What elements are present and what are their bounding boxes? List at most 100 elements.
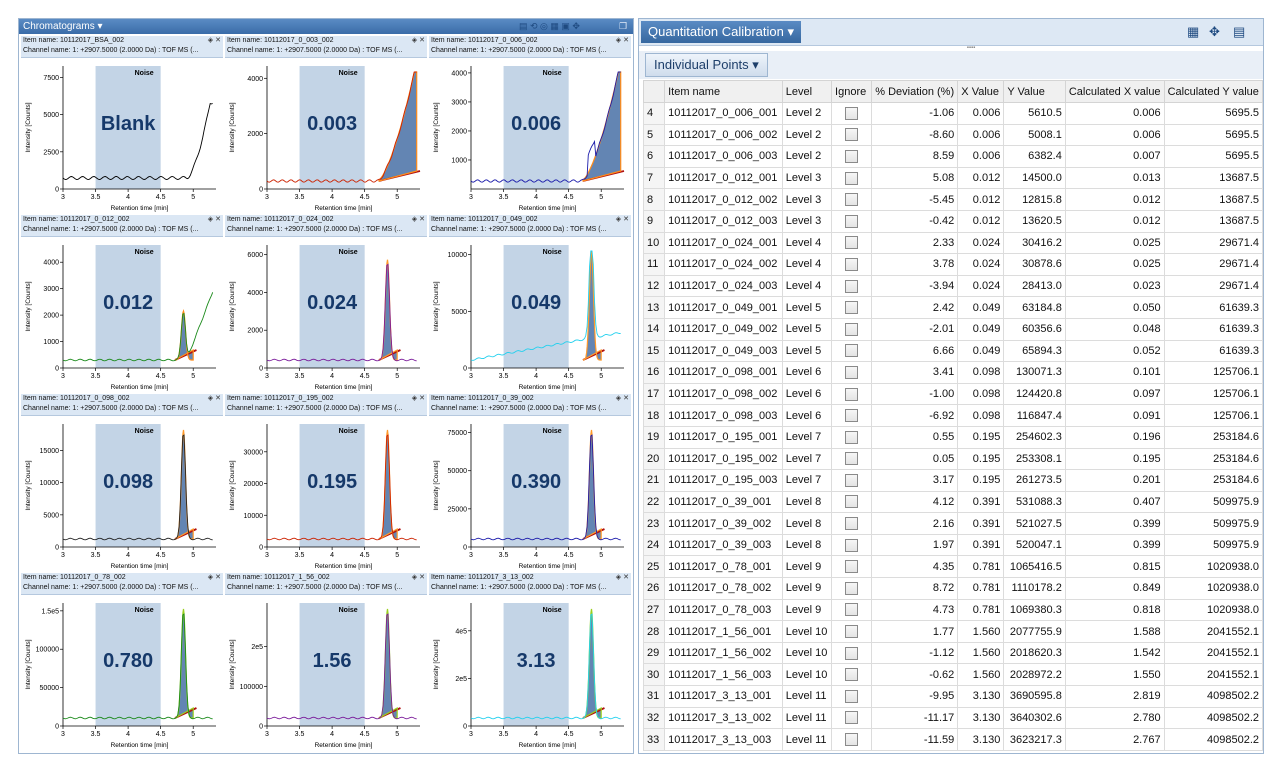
chromatogram-panel[interactable]: Item name: 10112017_1_56_002 Channel name…: [225, 573, 427, 753]
ignore-checkbox[interactable]: [845, 733, 859, 747]
table-row[interactable]: 5 10112017_0_006_002 Level 2 -8.60 0.006 5008…: [642, 123, 1263, 147]
panel-pin-close-icon[interactable]: ◈ ✕: [411, 37, 425, 44]
ignore-checkbox[interactable]: [845, 646, 859, 660]
table-row[interactable]: 31 10112017_3_13_001 Level 11 -9.95 3.130 369…: [642, 685, 1263, 708]
export-icon[interactable]: ▤: [1233, 24, 1246, 39]
table-row[interactable]: 19 10112017_0_195_001 Level 7 0.55 0.195 2546…: [642, 425, 1263, 449]
table-row[interactable]: 32 10112017_3_13_002 Level 11 -11.17 3.130 36…: [642, 706, 1263, 730]
ignore-checkbox[interactable]: [845, 344, 859, 358]
panel-pin-close-icon[interactable]: ◈ ✕: [207, 216, 221, 223]
panel-pin-close-icon[interactable]: ◈ ✕: [207, 395, 221, 402]
toolbar-icons[interactable]: ▤ ⟲ ◎ ▦ ▣ ✥: [519, 21, 580, 31]
quantitation-calibration-menu[interactable]: Quantitation Calibration ▾: [641, 21, 801, 43]
table-row[interactable]: 8 10112017_0_012_002 Level 3 -5.45 0.012 1281…: [642, 188, 1263, 211]
ignore-checkbox[interactable]: [845, 365, 859, 379]
chromatogram-panel[interactable]: Item name: 10112017_0_006_002 Channel nam…: [429, 36, 631, 216]
chromatogram-panel[interactable]: Item name: 10112017_0_195_002 Channel nam…: [225, 394, 427, 574]
table-row[interactable]: 12 10112017_0_024_003 Level 4 -3.94 0.024 284…: [642, 274, 1263, 298]
chromatogram-panel[interactable]: Item name: 10112017_0_098_002 Channel nam…: [21, 394, 223, 574]
chromatogram-panel[interactable]: Item name: 10112017_0_003_002 Channel nam…: [225, 36, 427, 216]
table-row[interactable]: 4 10112017_0_006_001 Level 2 -1.06 0.006 5610…: [642, 102, 1263, 125]
table-row[interactable]: 23 10112017_0_39_002 Level 8 2.16 0.391 52102…: [642, 512, 1263, 535]
table-row[interactable]: 10 10112017_0_024_001 Level 4 2.33 0.024 3041…: [642, 231, 1263, 255]
table-row[interactable]: 13 10112017_0_049_001 Level 5 2.42 0.049 6318…: [642, 296, 1263, 319]
ignore-checkbox[interactable]: [845, 668, 859, 682]
restore-icon[interactable]: ❐: [619, 21, 628, 31]
column-header[interactable]: Calculated X value: [1064, 80, 1165, 103]
table-row[interactable]: 33 10112017_3_13_003 Level 11 -11.59 3.130 36…: [642, 728, 1263, 751]
table-row[interactable]: 21 10112017_0_195_003 Level 7 3.17 0.195 2612…: [642, 469, 1263, 492]
ignore-checkbox[interactable]: [845, 257, 859, 271]
panel-pin-close-icon[interactable]: ◈ ✕: [411, 216, 425, 223]
ignore-checkbox[interactable]: [845, 149, 859, 163]
ignore-checkbox[interactable]: [845, 409, 859, 423]
column-header[interactable]: Item name: [664, 80, 783, 103]
panel-pin-close-icon[interactable]: ◈ ✕: [207, 574, 221, 581]
ignore-checkbox[interactable]: [845, 581, 859, 595]
panel-pin-close-icon[interactable]: ◈ ✕: [411, 395, 425, 402]
ignore-checkbox[interactable]: [845, 689, 859, 703]
ignore-checkbox[interactable]: [845, 301, 859, 315]
chromatogram-panel[interactable]: Item name: 10112017_0_049_002 Channel nam…: [429, 215, 631, 395]
ignore-checkbox[interactable]: [845, 452, 859, 466]
ignore-checkbox[interactable]: [845, 495, 859, 509]
column-header[interactable]: Calculated Y value: [1163, 80, 1263, 103]
ignore-checkbox[interactable]: [845, 430, 859, 444]
column-header[interactable]: Ignore: [831, 80, 873, 103]
table-row[interactable]: 6 10112017_0_006_003 Level 2 8.59 0.006 6382.…: [642, 145, 1263, 168]
panel-pin-close-icon[interactable]: ◈ ✕: [615, 37, 629, 44]
ignore-checkbox[interactable]: [845, 711, 859, 725]
ignore-checkbox[interactable]: [845, 236, 859, 250]
chromatograms-menu-button[interactable]: Chromatograms ▾: [23, 21, 103, 32]
table-row[interactable]: 27 10112017_0_78_003 Level 9 4.73 0.781 10693…: [642, 598, 1263, 622]
table-row[interactable]: 15 10112017_0_049_003 Level 5 6.66 0.049 6589…: [642, 339, 1263, 363]
grid-view-icon[interactable]: ▦: [1187, 24, 1200, 39]
table-row[interactable]: 17 10112017_0_098_002 Level 6 -1.00 0.098 124…: [642, 382, 1263, 406]
table-row[interactable]: 25 10112017_0_78_001 Level 9 4.35 0.781 10654…: [642, 555, 1263, 579]
ignore-checkbox[interactable]: [845, 106, 859, 120]
column-header[interactable]: Level: [781, 80, 833, 103]
move-icon[interactable]: ✥: [1209, 24, 1220, 39]
column-header[interactable]: X Value: [957, 80, 1005, 103]
ignore-checkbox[interactable]: [845, 214, 859, 228]
column-header[interactable]: % Deviation (%): [871, 80, 959, 103]
table-row[interactable]: 18 10112017_0_098_003 Level 6 -6.92 0.098 116…: [642, 404, 1263, 427]
table-row[interactable]: 9 10112017_0_012_003 Level 3 -0.42 0.012 1362…: [642, 209, 1263, 233]
ignore-checkbox[interactable]: [845, 603, 859, 617]
table-row[interactable]: 14 10112017_0_049_002 Level 5 -2.01 0.049 603…: [642, 317, 1263, 341]
chromatogram-panel[interactable]: Item name: 10112017_0_39_002 Channel name…: [429, 394, 631, 574]
ignore-checkbox[interactable]: [845, 279, 859, 293]
chromatogram-panel[interactable]: Item name: 10112017_0_012_002 Channel nam…: [21, 215, 223, 395]
ignore-checkbox[interactable]: [845, 473, 859, 487]
splitter-grip-icon[interactable]: ▪▪▪▪: [966, 45, 976, 51]
ignore-checkbox[interactable]: [845, 625, 859, 639]
table-row[interactable]: 16 10112017_0_098_001 Level 6 3.41 0.098 1300…: [642, 361, 1263, 384]
chromatogram-panel[interactable]: Item name: 10112017_0_024_002 Channel nam…: [225, 215, 427, 395]
ignore-checkbox[interactable]: [845, 538, 859, 552]
table-row[interactable]: 29 10112017_1_56_002 Level 10 -1.12 1.560 201…: [642, 641, 1263, 665]
column-header[interactable]: Y Value: [1003, 80, 1066, 103]
ignore-checkbox[interactable]: [845, 387, 859, 401]
ignore-checkbox[interactable]: [845, 171, 859, 185]
panel-pin-close-icon[interactable]: ◈ ✕: [207, 37, 221, 44]
chromatogram-panel[interactable]: Item name: 10112017_3_13_002 Channel name…: [429, 573, 631, 753]
table-row[interactable]: 30 10112017_1_56_003 Level 10 -0.62 1.560 202…: [642, 663, 1263, 687]
ignore-checkbox[interactable]: [845, 560, 859, 574]
table-row[interactable]: 22 10112017_0_39_001 Level 8 4.12 0.391 53108…: [642, 490, 1263, 514]
table-row[interactable]: 24 10112017_0_39_003 Level 8 1.97 0.391 52004…: [642, 533, 1263, 557]
panel-pin-close-icon[interactable]: ◈ ✕: [615, 395, 629, 402]
table-row[interactable]: 11 10112017_0_024_002 Level 4 3.78 0.024 3087…: [642, 253, 1263, 276]
chromatogram-panel[interactable]: Item name: 10112017_BSA_002 Channel name:…: [21, 36, 223, 216]
table-row[interactable]: 20 10112017_0_195_002 Level 7 0.05 0.195 2533…: [642, 447, 1263, 471]
individual-points-tab[interactable]: Individual Points ▾: [645, 53, 768, 77]
table-row[interactable]: 26 10112017_0_78_002 Level 9 8.72 0.781 11101…: [642, 577, 1263, 600]
table-row[interactable]: 7 10112017_0_012_001 Level 3 5.08 0.012 14500…: [642, 166, 1263, 190]
column-header[interactable]: [642, 80, 666, 103]
ignore-checkbox[interactable]: [845, 517, 859, 531]
chromatogram-panel[interactable]: Item name: 10112017_0_78_002 Channel name…: [21, 573, 223, 753]
ignore-checkbox[interactable]: [845, 128, 859, 142]
ignore-checkbox[interactable]: [845, 322, 859, 336]
ignore-checkbox[interactable]: [845, 193, 859, 207]
panel-pin-close-icon[interactable]: ◈ ✕: [615, 216, 629, 223]
panel-pin-close-icon[interactable]: ◈ ✕: [615, 574, 629, 581]
